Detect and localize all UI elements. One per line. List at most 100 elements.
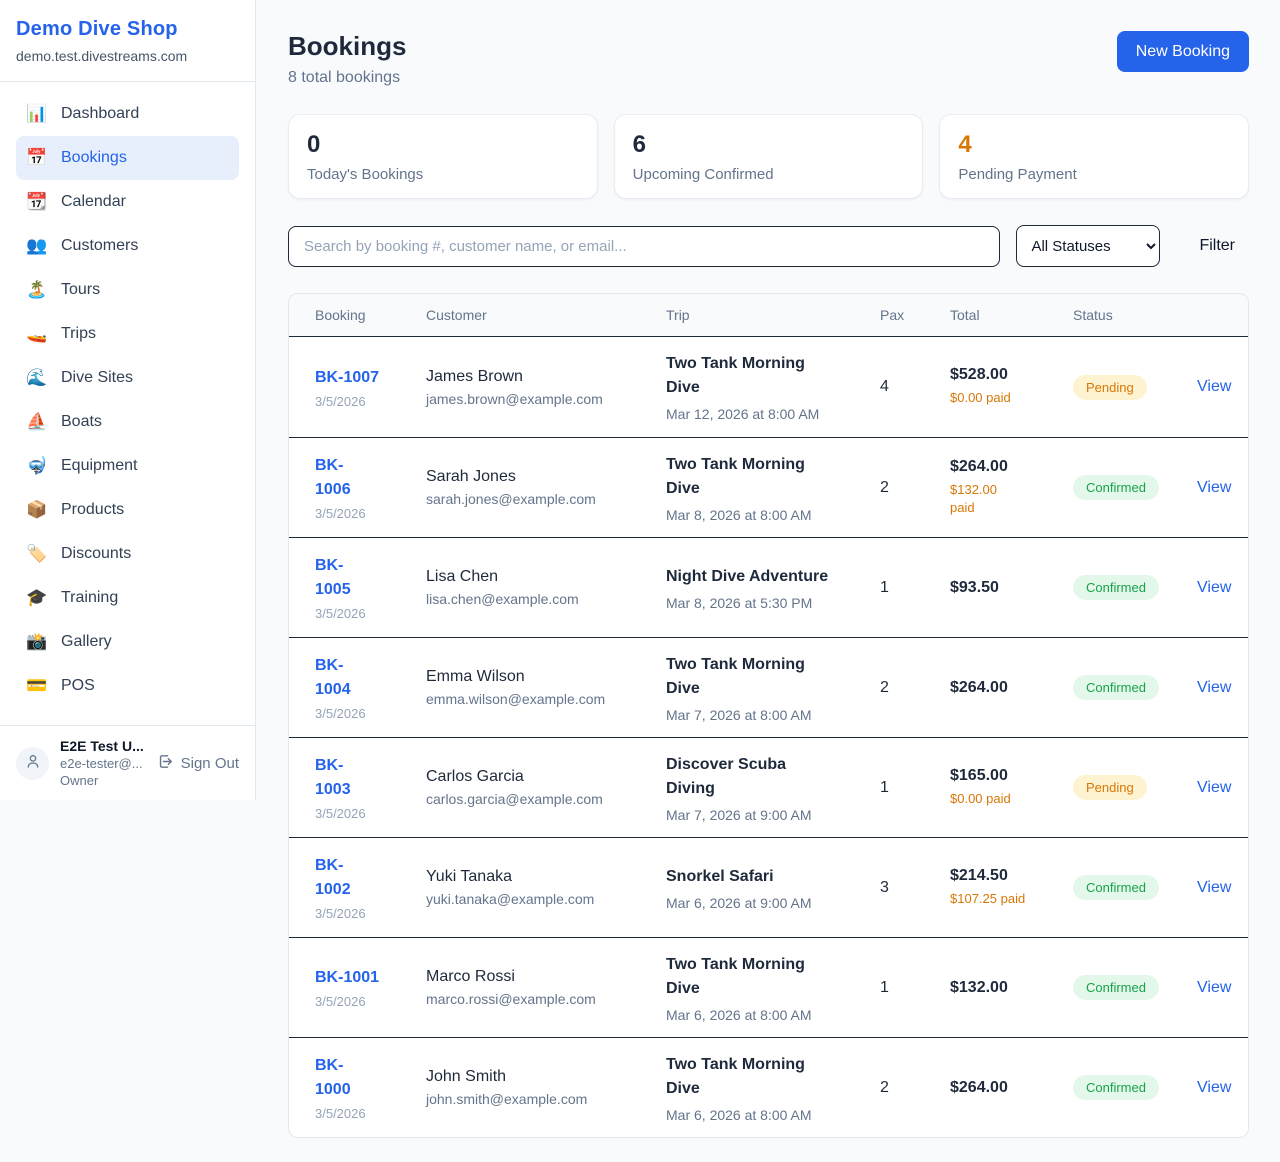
sidebar-footer: E2E Test U... e2e-tester@... Owner Sign … [0, 725, 255, 800]
total-amount: $264.00 [950, 457, 1008, 475]
sidebar-item-training[interactable]: 🎓 Training [16, 576, 239, 620]
trip-name: Snorkel Safari [666, 867, 774, 885]
trip-cell: Night Dive Adventure Mar 8, 2026 at 5:30… [666, 565, 880, 611]
status-filter-select[interactable]: All Statuses [1016, 225, 1161, 267]
stat-card-upcoming-confirmed: 6 Upcoming Confirmed [613, 114, 924, 199]
view-link[interactable]: View [1197, 878, 1232, 896]
status-badge: Confirmed [1073, 875, 1159, 900]
sidebar-item-boats[interactable]: ⛵ Boats [16, 400, 239, 444]
user-email: e2e-tester@... [60, 756, 143, 771]
status-badge: Pending [1073, 374, 1147, 400]
view-link[interactable]: View [1197, 378, 1232, 395]
customer-cell: Carlos Garcia carlos.garcia@example.com [426, 768, 666, 807]
nav-icon: 📸 [26, 632, 48, 651]
booking-cell: BK- 1002 3/5/2026 [315, 854, 426, 921]
booking-id-link[interactable]: BK- 1005 [315, 557, 351, 598]
customer-name: James Brown [426, 367, 523, 385]
total-cell: $264.00 $132.00 paid [950, 458, 1073, 517]
sidebar-item-equipment[interactable]: 🤿 Equipment [16, 444, 239, 488]
booking-id-link[interactable]: BK-1001 [315, 969, 380, 986]
customer-cell: Yuki Tanaka yuki.tanaka@example.com [426, 868, 666, 907]
column-header-trip: Trip [666, 307, 690, 323]
stat-card-pending-payment: 4 Pending Payment [939, 114, 1250, 199]
sidebar-item-products[interactable]: 📦 Products [16, 488, 239, 532]
booking-id-link[interactable]: BK- 1003 [315, 757, 351, 798]
sidebar-item-bookings[interactable]: 📅 Bookings [16, 136, 239, 180]
status-cell: Pending [1073, 775, 1197, 800]
status-badge: Confirmed [1073, 1075, 1159, 1100]
customer-name: Emma Wilson [426, 668, 525, 685]
booking-date: 3/5/2026 [315, 994, 366, 1009]
customer-cell: James Brown james.brown@example.com [426, 368, 666, 407]
booking-id-link[interactable]: BK-1007 [315, 368, 380, 386]
customer-email: carlos.garcia@example.com [426, 791, 603, 807]
sidebar-item-dive-sites[interactable]: 🌊 Dive Sites [16, 356, 239, 400]
booking-cell: BK- 1006 3/5/2026 [315, 454, 426, 521]
total-amount: $165.00 [950, 766, 1008, 784]
pax-cell: 3 [880, 878, 889, 896]
new-booking-button[interactable]: New Booking [1116, 31, 1249, 72]
nav-icon: 🌊 [26, 368, 48, 387]
column-header-pax: Pax [880, 307, 905, 323]
booking-id-link[interactable]: BK- 1000 [315, 1057, 351, 1098]
view-link[interactable]: View [1197, 978, 1232, 996]
booking-date: 3/5/2026 [315, 1106, 366, 1121]
sidebar-item-calendar[interactable]: 📆 Calendar [16, 180, 239, 224]
trip-datetime: Mar 7, 2026 at 9:00 AM [666, 806, 812, 823]
trip-cell: Two Tank Morning Dive Mar 6, 2026 at 8:0… [666, 953, 880, 1023]
search-input[interactable] [288, 225, 1001, 267]
status-badge: Confirmed [1073, 475, 1159, 500]
view-link[interactable]: View [1197, 778, 1232, 796]
brand-title: Demo Dive Shop [16, 18, 178, 40]
sidebar-item-gallery[interactable]: 📸 Gallery [16, 620, 239, 664]
pax-cell: 2 [880, 1078, 889, 1096]
view-link[interactable]: View [1197, 678, 1232, 696]
status-cell: Confirmed [1073, 875, 1197, 900]
customer-name: Carlos Garcia [426, 768, 524, 785]
booking-id-link[interactable]: BK- 1004 [315, 657, 351, 698]
status-badge: Confirmed [1073, 975, 1159, 1000]
stat-value: 0 [307, 131, 321, 158]
pax-cell: 4 [880, 378, 889, 395]
nav-icon: 📅 [26, 148, 48, 167]
sidebar-item-dashboard[interactable]: 📊 Dashboard [16, 92, 239, 136]
customer-email: marco.rossi@example.com [426, 991, 596, 1007]
customer-name: Marco Rossi [426, 968, 515, 985]
status-cell: Confirmed [1073, 475, 1197, 500]
logout-icon [157, 753, 174, 774]
actions-cell: View [1197, 779, 1231, 797]
sidebar-item-pos[interactable]: 💳 POS [16, 664, 239, 708]
booking-id-link[interactable]: BK- 1002 [315, 857, 351, 898]
sign-out-button[interactable]: Sign Out [157, 753, 239, 774]
view-link[interactable]: View [1197, 578, 1232, 596]
view-link[interactable]: View [1197, 1078, 1232, 1096]
nav-icon: 🚤 [26, 324, 48, 343]
customer-email: sarah.jones@example.com [426, 491, 596, 507]
table-row: BK-1007 3/5/2026 James Brown james.brown… [289, 337, 1248, 437]
pax-cell: 1 [880, 978, 889, 996]
brand-domain: demo.test.divestreams.com [16, 48, 188, 64]
main-content: Bookings 8 total bookings New Booking 0 … [256, 0, 1280, 1138]
view-link[interactable]: View [1197, 478, 1232, 496]
sidebar-item-discounts[interactable]: 🏷️ Discounts [16, 532, 239, 576]
total-cell: $93.50 [950, 579, 1073, 597]
sidebar-item-customers[interactable]: 👥 Customers [16, 224, 239, 268]
sidebar-item-trips[interactable]: 🚤 Trips [16, 312, 239, 356]
sidebar-item-tours[interactable]: 🏝️ Tours [16, 268, 239, 312]
nav-icon: 🏷️ [26, 544, 48, 563]
customer-cell: John Smith john.smith@example.com [426, 1068, 666, 1107]
booking-id-link[interactable]: BK- 1006 [315, 457, 351, 498]
table-row: BK- 1006 3/5/2026 Sarah Jones sarah.jone… [289, 437, 1248, 537]
customer-name: Lisa Chen [426, 568, 499, 585]
total-amount: $214.50 [950, 866, 1008, 884]
customer-cell: Marco Rossi marco.rossi@example.com [426, 968, 666, 1007]
nav-icon: ⛵ [26, 412, 48, 431]
booking-date: 3/5/2026 [315, 393, 366, 409]
filter-button[interactable]: Filter [1185, 229, 1249, 263]
trip-cell: Snorkel Safari Mar 6, 2026 at 9:00 AM [666, 865, 880, 911]
total-paid: $0.00 paid [950, 790, 1011, 806]
trip-datetime: Mar 12, 2026 at 8:00 AM [666, 406, 820, 422]
stat-value: 6 [632, 131, 647, 158]
stat-label: Pending Payment [958, 166, 1077, 184]
table-row: BK- 1000 3/5/2026 John Smith john.smith@… [289, 1037, 1248, 1137]
